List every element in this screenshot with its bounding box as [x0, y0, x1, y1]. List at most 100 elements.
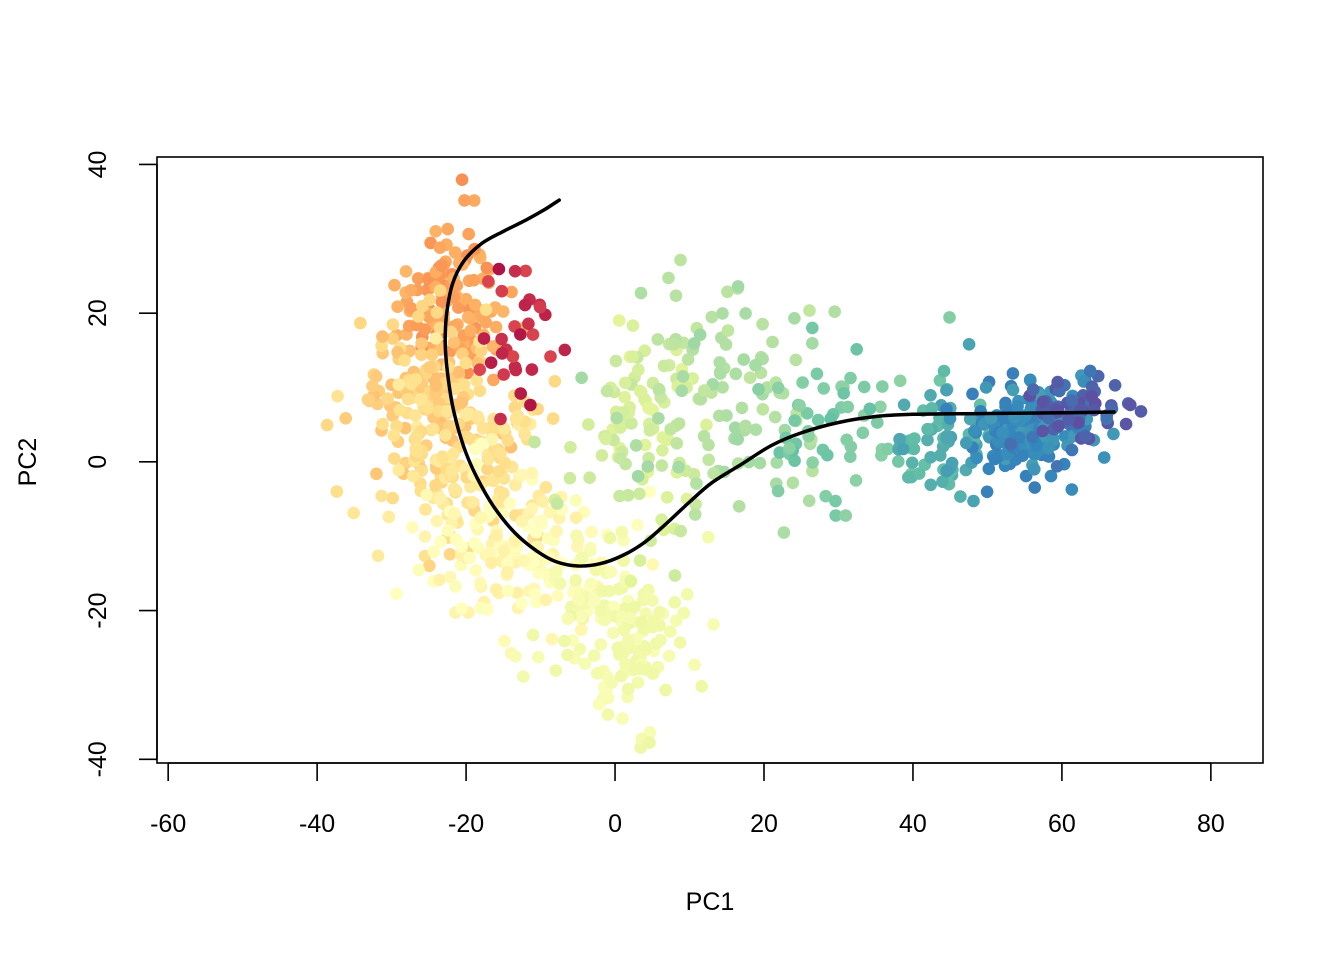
scatter-points [320, 173, 1148, 754]
data-point [749, 423, 763, 437]
data-point [574, 623, 588, 637]
data-point [485, 474, 499, 487]
data-point [506, 350, 520, 363]
data-point [735, 401, 749, 415]
data-point [532, 515, 546, 528]
data-point [386, 318, 400, 331]
data-point [609, 354, 623, 368]
data-point [924, 389, 937, 402]
data-point [646, 558, 659, 571]
data-point [639, 643, 653, 656]
data-point [563, 471, 577, 485]
data-point [731, 433, 744, 446]
data-point [610, 411, 623, 425]
data-point [1044, 469, 1058, 483]
data-point [423, 361, 436, 374]
data-point [1087, 403, 1101, 417]
data-point [705, 310, 719, 324]
data-point [511, 409, 525, 423]
data-point [996, 426, 1009, 440]
data-point [487, 373, 500, 387]
data-point [693, 328, 707, 342]
data-point [415, 348, 428, 362]
data-point [677, 606, 690, 620]
data-point [443, 570, 457, 584]
data-point [940, 429, 954, 443]
data-point [539, 481, 553, 494]
data-point [550, 524, 563, 538]
data-point [925, 402, 939, 415]
data-point [771, 484, 785, 498]
data-point [674, 253, 687, 267]
data-point [347, 506, 361, 520]
data-point [739, 419, 752, 433]
data-point [439, 428, 452, 442]
data-point [515, 468, 528, 482]
data-point [821, 448, 834, 462]
data-point [589, 564, 603, 577]
data-point [532, 566, 545, 580]
data-point [1028, 463, 1041, 476]
data-point [897, 398, 911, 412]
data-point [576, 551, 589, 564]
data-point [604, 565, 618, 579]
data-point [844, 450, 857, 464]
data-point [966, 387, 979, 401]
data-point [508, 264, 522, 278]
data-point [912, 467, 926, 480]
data-point [874, 400, 887, 414]
data-point [626, 350, 639, 363]
data-point [674, 524, 687, 538]
data-point [892, 455, 905, 468]
data-point [690, 477, 703, 490]
data-point [497, 544, 511, 557]
x-tick-label: 60 [1048, 810, 1076, 838]
data-point [954, 490, 967, 503]
data-point [766, 335, 779, 349]
data-point [662, 271, 675, 285]
data-point [522, 317, 535, 331]
data-point [614, 669, 628, 683]
data-point [533, 300, 547, 314]
data-point [475, 437, 489, 451]
x-axis: -60 -40 -20 0 20 40 60 80 [150, 762, 1225, 838]
data-point [404, 302, 418, 315]
data-point [837, 387, 850, 400]
data-point [614, 421, 627, 434]
data-point [331, 389, 344, 403]
data-point [664, 422, 677, 436]
data-point [1004, 437, 1017, 451]
data-point [583, 471, 596, 485]
data-point [416, 299, 429, 313]
data-point [982, 462, 996, 476]
data-point [707, 467, 720, 480]
data-point [732, 500, 746, 513]
x-tick-label: -40 [299, 810, 335, 838]
data-point [409, 373, 423, 386]
data-point [382, 510, 396, 524]
data-point [430, 306, 444, 319]
data-point [688, 508, 702, 521]
data-point [783, 442, 796, 455]
data-point [660, 491, 674, 504]
data-point [468, 298, 482, 312]
data-point [449, 580, 462, 593]
data-point [558, 343, 572, 357]
data-point [924, 478, 937, 492]
data-point [489, 583, 503, 596]
data-point [1042, 411, 1055, 425]
data-point [429, 479, 442, 492]
data-point [494, 447, 507, 460]
data-point [902, 471, 915, 484]
data-point [464, 480, 477, 494]
data-point [386, 491, 400, 505]
data-point [404, 284, 418, 297]
data-point [497, 487, 510, 500]
data-point [1124, 398, 1137, 412]
data-point [672, 460, 685, 474]
data-point [473, 576, 487, 590]
data-point [819, 489, 832, 503]
data-point [392, 378, 406, 391]
data-point [481, 463, 494, 476]
data-point [1006, 383, 1020, 397]
